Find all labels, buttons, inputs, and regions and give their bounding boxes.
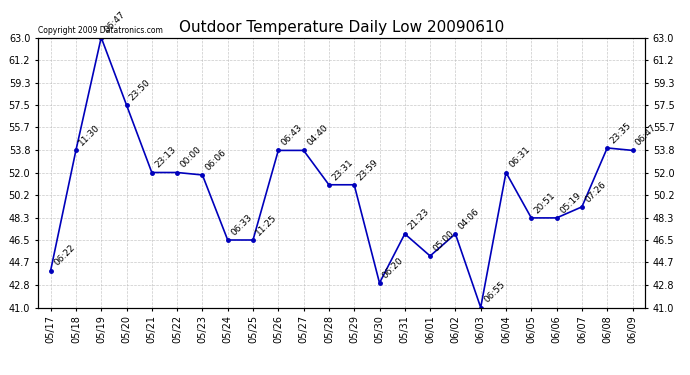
Text: 23:59: 23:59 xyxy=(355,158,380,182)
Title: Outdoor Temperature Daily Low 20090610: Outdoor Temperature Daily Low 20090610 xyxy=(179,20,504,35)
Text: 06:33: 06:33 xyxy=(229,213,254,237)
Text: 06:47: 06:47 xyxy=(103,10,127,35)
Text: 23:50: 23:50 xyxy=(128,78,152,102)
Text: 11:25: 11:25 xyxy=(255,213,279,237)
Text: 23:31: 23:31 xyxy=(331,158,355,182)
Text: 20:51: 20:51 xyxy=(533,190,558,215)
Text: 06:31: 06:31 xyxy=(507,145,532,170)
Text: 04:06: 04:06 xyxy=(457,207,482,231)
Text: 06:06: 06:06 xyxy=(204,147,228,172)
Text: 23:13: 23:13 xyxy=(153,145,178,170)
Text: 06:43: 06:43 xyxy=(279,123,304,148)
Text: 00:00: 00:00 xyxy=(179,145,203,170)
Text: 05:00: 05:00 xyxy=(431,228,456,253)
Text: 06:22: 06:22 xyxy=(52,243,77,268)
Text: 05:19: 05:19 xyxy=(558,190,582,215)
Text: Copyright 2009 Datatronics.com: Copyright 2009 Datatronics.com xyxy=(38,26,163,35)
Text: 21:23: 21:23 xyxy=(406,207,431,231)
Text: 11:30: 11:30 xyxy=(77,123,102,148)
Text: 06:20: 06:20 xyxy=(381,256,406,280)
Text: 04:40: 04:40 xyxy=(305,123,329,148)
Text: 07:26: 07:26 xyxy=(583,180,608,204)
Text: 06:55: 06:55 xyxy=(482,280,506,305)
Text: 06:47: 06:47 xyxy=(634,123,658,148)
Text: 23:35: 23:35 xyxy=(609,121,633,145)
